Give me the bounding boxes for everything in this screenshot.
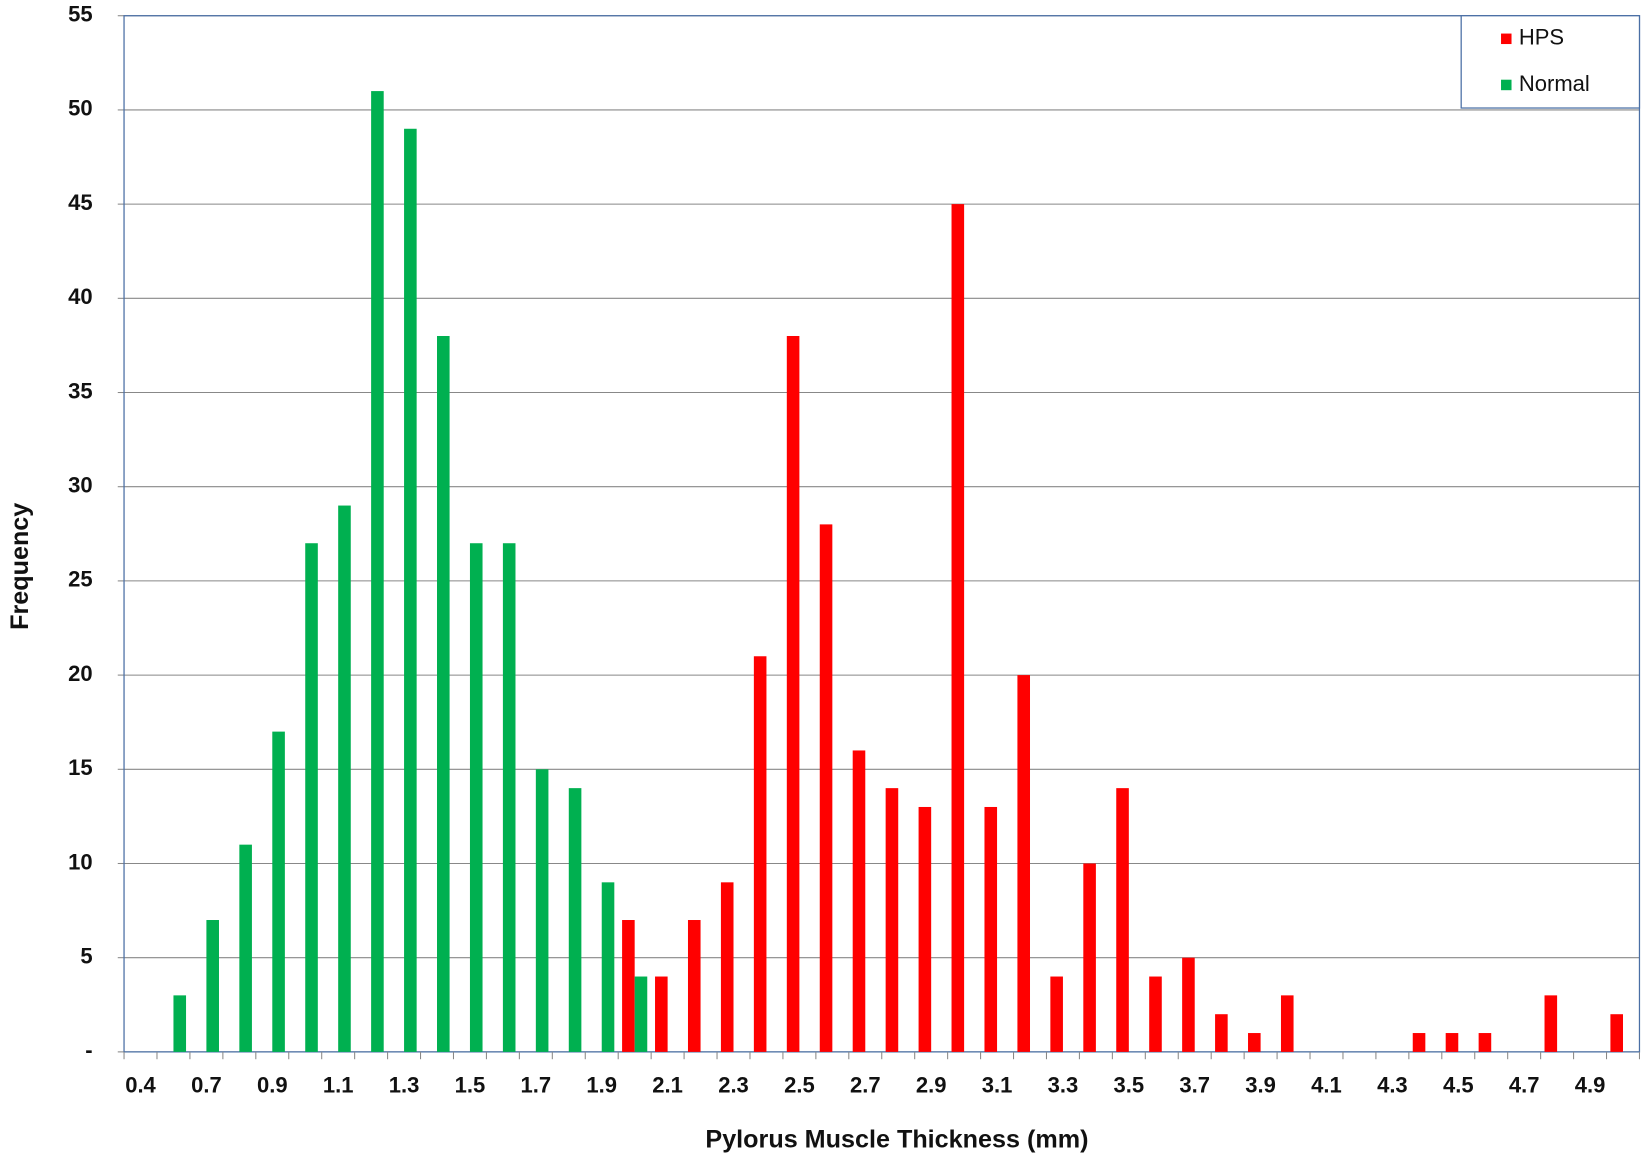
y-tick-label: 10: [68, 849, 93, 874]
bar: [1445, 1033, 1459, 1052]
y-tick-label: 40: [68, 284, 93, 309]
x-tick-label: 4.1: [1311, 1072, 1342, 1097]
bar: [622, 920, 635, 1052]
y-tick-label: 35: [68, 378, 93, 403]
y-tick-label: 20: [68, 661, 93, 686]
y-tick-label: -: [85, 1038, 92, 1063]
bar: [1610, 1014, 1623, 1052]
bar: [786, 335, 800, 1052]
x-tick-label: 0.7: [191, 1072, 222, 1097]
bar: [1412, 1033, 1426, 1052]
x-tick-label: 2.9: [916, 1072, 947, 1097]
bar: [1017, 675, 1031, 1052]
y-tick-label: 30: [68, 473, 93, 498]
bar: [634, 976, 648, 1052]
bar: [720, 882, 734, 1052]
legend-swatch: [1501, 33, 1512, 45]
x-tick-label: 3.1: [982, 1072, 1013, 1097]
bar: [173, 995, 187, 1052]
bar: [371, 91, 384, 1052]
bar: [338, 505, 351, 1052]
x-tick-label: 2.1: [652, 1072, 683, 1097]
x-tick-label: 1.3: [389, 1072, 420, 1097]
bar: [568, 788, 582, 1052]
bar: [1050, 976, 1063, 1052]
bar: [918, 806, 932, 1052]
bar: [1182, 957, 1195, 1052]
x-tick-label: 4.3: [1377, 1072, 1408, 1097]
bar: [437, 335, 450, 1052]
bar: [239, 844, 252, 1052]
bar: [404, 128, 417, 1052]
bar: [655, 976, 668, 1052]
bar: [753, 656, 767, 1052]
x-tick-label: 2.7: [850, 1072, 881, 1097]
bar: [885, 788, 899, 1052]
y-tick-label: 15: [68, 755, 93, 780]
x-tick-label: 3.7: [1179, 1072, 1210, 1097]
legend-swatch: [1501, 79, 1512, 91]
x-tick-label: 1.5: [455, 1072, 486, 1097]
bar: [305, 543, 318, 1052]
y-axis-title: Frequency: [6, 503, 34, 630]
x-tick-label: 0.4: [125, 1072, 156, 1097]
x-tick-label: 1.9: [586, 1072, 617, 1097]
bar: [1248, 1033, 1261, 1052]
bar: [984, 806, 998, 1052]
bar: [206, 920, 219, 1052]
x-tick-label: 3.3: [1048, 1072, 1079, 1097]
x-tick-label: 2.3: [718, 1072, 749, 1097]
y-tick-label: 55: [68, 2, 93, 27]
y-tick-label: 45: [68, 190, 93, 215]
bar: [601, 882, 615, 1052]
bar: [272, 731, 285, 1052]
x-tick-label: 4.9: [1575, 1072, 1606, 1097]
x-tick-label: 3.9: [1245, 1072, 1276, 1097]
legend-label: Normal: [1519, 71, 1590, 96]
y-tick-label: 50: [68, 96, 93, 121]
bar: [502, 543, 516, 1052]
bar: [469, 543, 483, 1052]
y-tick-label: 25: [68, 567, 93, 592]
x-tick-label: 0.9: [257, 1072, 288, 1097]
y-tick-label: 5: [80, 943, 92, 968]
bar: [1116, 788, 1129, 1052]
bar: [687, 920, 701, 1052]
x-axis-title: Pylorus Muscle Thickness (mm): [705, 1126, 1088, 1154]
bar: [1280, 995, 1294, 1052]
x-tick-label: 4.7: [1509, 1072, 1540, 1097]
x-tick-label: 2.5: [784, 1072, 815, 1097]
bar: [852, 750, 866, 1052]
plot-border: [123, 15, 1641, 1053]
bar: [1083, 863, 1096, 1052]
x-tick-label: 3.5: [1114, 1072, 1145, 1097]
bar: [535, 769, 549, 1052]
bar: [1149, 976, 1162, 1052]
bar: [951, 204, 965, 1052]
legend-label: HPS: [1519, 25, 1564, 50]
bar: [819, 524, 833, 1052]
bar: [1215, 1014, 1228, 1052]
legend-box: [1460, 15, 1641, 109]
bar: [1478, 1033, 1492, 1052]
x-tick-label: 1.7: [521, 1072, 552, 1097]
x-tick-label: 4.5: [1443, 1072, 1474, 1097]
bar: [1544, 995, 1558, 1052]
x-tick-label: 1.1: [323, 1072, 354, 1097]
